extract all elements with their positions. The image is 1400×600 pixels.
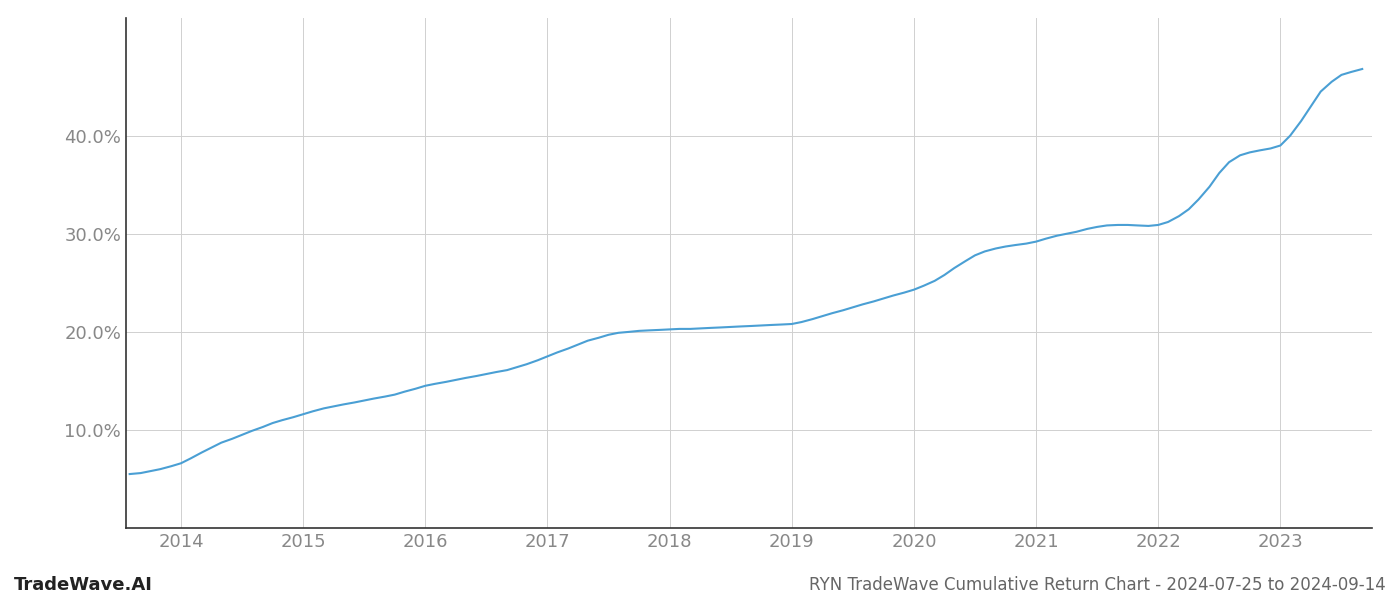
Text: RYN TradeWave Cumulative Return Chart - 2024-07-25 to 2024-09-14: RYN TradeWave Cumulative Return Chart - … (809, 576, 1386, 594)
Text: TradeWave.AI: TradeWave.AI (14, 576, 153, 594)
